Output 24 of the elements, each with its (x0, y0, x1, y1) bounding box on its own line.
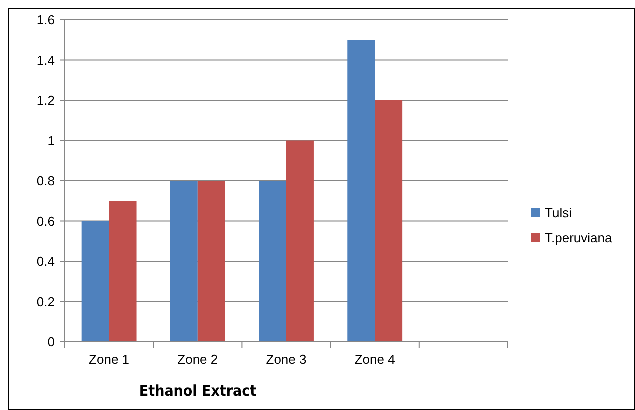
x-tick-label: Zone 4 (354, 352, 396, 367)
x-tick-label: Zone 2 (178, 352, 218, 367)
y-tick-label: 0.6 (36, 214, 55, 229)
bar (286, 140, 314, 342)
bar (198, 181, 226, 342)
bar (259, 181, 286, 342)
legend-label: T.peruviana (545, 230, 613, 246)
y-tick-label: 0 (48, 334, 55, 350)
bar (170, 181, 198, 342)
bar (348, 40, 376, 342)
x-tick-label: Zone 1 (89, 352, 130, 367)
bar (375, 100, 403, 342)
y-tick-label: 0.4 (36, 254, 55, 270)
y-tick-label: 0.2 (36, 294, 55, 310)
y-tick-label: 1.6 (36, 12, 55, 28)
y-tick-label: 1.4 (36, 52, 55, 68)
x-tick-label: Zone 3 (266, 352, 307, 367)
y-tick-label: 0.8 (36, 174, 55, 189)
x-axis-title: Ethanol Extract (139, 382, 258, 400)
legend-label: Tulsi (545, 206, 572, 221)
bar (109, 201, 137, 342)
y-tick-label: 1 (48, 133, 55, 148)
bar (82, 221, 110, 342)
y-tick-label: 1.2 (36, 93, 55, 108)
